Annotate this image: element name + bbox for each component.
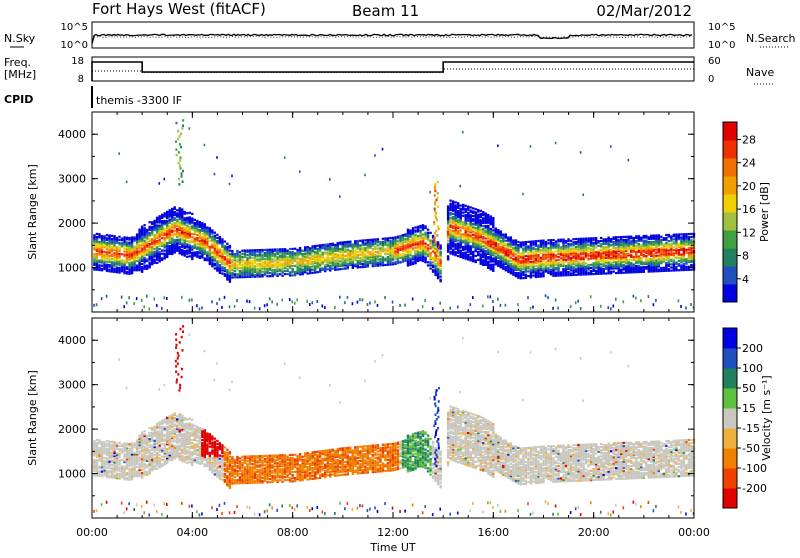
colorbar-tick-label: 24 bbox=[742, 157, 756, 170]
station-title: Fort Hays West (fitACF) bbox=[92, 0, 266, 18]
nsearch-tick-lo: 10^0 bbox=[708, 40, 735, 51]
y-tick-label: 2000 bbox=[58, 423, 86, 436]
colorbar-tick-label: -100 bbox=[742, 462, 767, 475]
colorbar-tick-label: 16 bbox=[742, 203, 756, 216]
x-tick-label: 12:00 bbox=[377, 526, 409, 539]
y-tick-label: 3000 bbox=[58, 173, 86, 186]
x-tick-label: 04:00 bbox=[176, 526, 208, 539]
colorbar-tick-label: 8 bbox=[742, 250, 749, 263]
nave-label: Nave bbox=[746, 66, 774, 79]
nsky-tick-lo: 10^0 bbox=[61, 40, 88, 51]
nsky-label: N.Sky bbox=[4, 32, 36, 45]
y-tick-label: 4000 bbox=[58, 128, 86, 141]
y-tick-label: 3000 bbox=[58, 379, 86, 392]
colorbar-tick-label: -15 bbox=[742, 422, 760, 435]
x-axis-label: Time UT bbox=[369, 541, 415, 554]
x-tick-label: 00:00 bbox=[678, 526, 710, 539]
x-tick-label: 08:00 bbox=[277, 526, 309, 539]
nsearch-tick-hi: 10^5 bbox=[708, 22, 735, 33]
nsky-trace bbox=[92, 34, 692, 44]
power-panel: 1000 2000 3000 4000 Slant Range [km] 4 8 12 16… bbox=[26, 112, 771, 312]
power-scatter bbox=[93, 119, 695, 310]
power-colorbar: 4 8 12 16 20 24 28 bbox=[723, 122, 756, 303]
freq-tick-lo: 8 bbox=[78, 74, 84, 85]
colorbar-tick-label: 15 bbox=[742, 402, 756, 415]
nsearch-label: N.Search bbox=[746, 32, 796, 45]
x-tick-label: 20:00 bbox=[578, 526, 610, 539]
velocity-ylabel: Slant Range [km] bbox=[26, 370, 39, 466]
cpid-program: themis -3300 IF bbox=[96, 94, 182, 107]
colorbar-tick-label: 12 bbox=[742, 226, 756, 239]
power-ylabel: Slant Range [km] bbox=[26, 164, 39, 260]
y-tick-label: 4000 bbox=[58, 334, 86, 347]
cpid-label: CPID bbox=[4, 93, 33, 106]
velocity-scatter bbox=[93, 325, 695, 516]
nsky-panel: N.Sky 10^5 10^0 10^5 10^0 N.Search bbox=[4, 22, 796, 51]
colorbar-tick-label: -50 bbox=[742, 442, 760, 455]
colorbar-tick-label: 200 bbox=[742, 342, 763, 355]
power-colorbar-label: Power [dB] bbox=[758, 182, 771, 242]
freq-label-2: [MHz] bbox=[4, 68, 36, 81]
beam-label: Beam 11 bbox=[352, 2, 419, 20]
velocity-colorbar-label: Velocity [m s⁻¹] bbox=[760, 375, 773, 460]
colorbar-tick-label: 4 bbox=[742, 273, 749, 286]
cpid-row: CPID themis -3300 IF bbox=[4, 86, 182, 108]
colorbar-tick-label: -200 bbox=[742, 482, 767, 495]
y-tick-label: 1000 bbox=[58, 468, 86, 481]
velocity-panel: 1000 2000 3000 4000 Slant Range [km] -200 -1… bbox=[26, 318, 773, 518]
y-tick-label: 1000 bbox=[58, 262, 86, 275]
colorbar-tick-label: 28 bbox=[742, 133, 756, 146]
freq-trace bbox=[92, 62, 694, 81]
nave-tick-lo: 0 bbox=[708, 74, 714, 85]
x-tick-label: 00:00 bbox=[76, 526, 108, 539]
colorbar-tick-label: 50 bbox=[742, 382, 756, 395]
nsearch-trace bbox=[94, 37, 692, 38]
freq-tick-hi: 18 bbox=[71, 56, 84, 67]
date-label: 02/Mar/2012 bbox=[596, 2, 692, 20]
nave-tick-hi: 60 bbox=[708, 56, 721, 67]
y-tick-label: 2000 bbox=[58, 217, 86, 230]
colorbar-tick-label: 20 bbox=[742, 180, 756, 193]
colorbar-tick-label: 100 bbox=[742, 362, 763, 375]
freq-panel: Freq. [MHz] 18 8 60 0 Nave bbox=[4, 56, 774, 85]
x-tick-label: 16:00 bbox=[477, 526, 509, 539]
nsky-tick-hi: 10^5 bbox=[61, 22, 88, 33]
